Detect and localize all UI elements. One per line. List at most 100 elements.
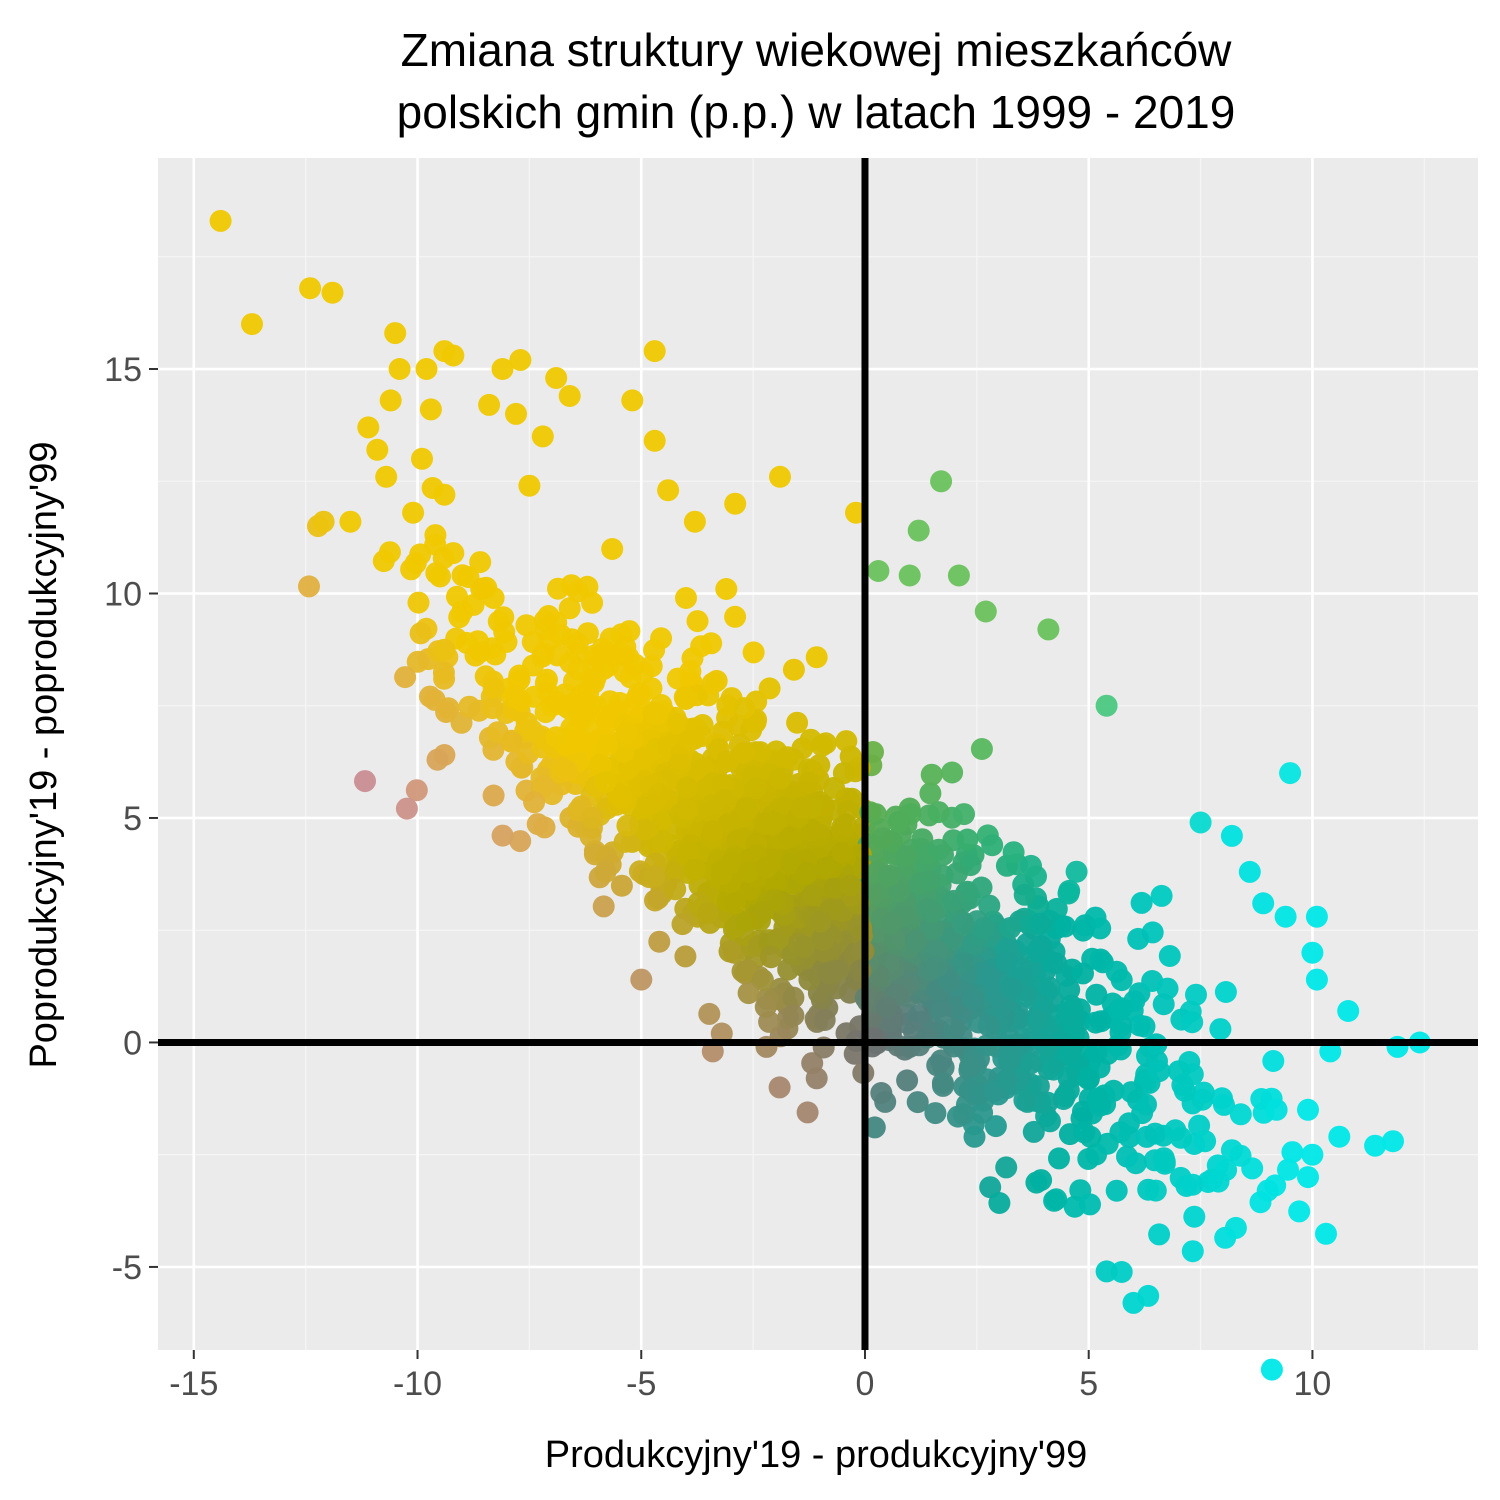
x-axis-title: Produkcyjny'19 - produkcyjny'99 (545, 1434, 1088, 1476)
data-point (755, 856, 778, 879)
data-point (241, 313, 263, 336)
data-point (762, 813, 785, 836)
data-point (664, 861, 687, 883)
data-point (1085, 983, 1108, 1006)
data-point (958, 1056, 981, 1078)
data-point (481, 697, 504, 720)
data-point (354, 770, 376, 793)
data-point (406, 650, 429, 673)
data-point (998, 1049, 1021, 1072)
data-point (786, 711, 809, 734)
data-point (1297, 1098, 1319, 1121)
data-point (999, 977, 1022, 1000)
data-point (667, 713, 690, 736)
data-point (1045, 1188, 1068, 1211)
data-point (643, 865, 666, 888)
data-point (409, 543, 432, 566)
data-point (429, 565, 451, 588)
data-point (657, 479, 680, 502)
data-point (984, 1115, 1007, 1138)
data-point (698, 1002, 721, 1025)
data-point (1124, 1152, 1147, 1175)
data-point (321, 281, 344, 304)
data-point (1297, 1166, 1319, 1189)
data-point (643, 340, 666, 363)
data-point (1039, 1110, 1061, 1133)
data-point (1181, 1011, 1204, 1034)
data-point (594, 860, 617, 883)
data-point (995, 1068, 1018, 1091)
data-point (1328, 1125, 1351, 1148)
data-point (760, 946, 782, 969)
data-point (630, 968, 653, 991)
data-point (633, 818, 656, 841)
data-point (735, 796, 758, 819)
data-point (1274, 905, 1297, 928)
data-point (701, 820, 724, 843)
data-point (630, 682, 653, 705)
data-point (1085, 1040, 1108, 1063)
data-point (482, 587, 505, 609)
data-point (1095, 1260, 1118, 1283)
data-point (388, 358, 411, 380)
data-point (712, 720, 734, 743)
data-point (1037, 618, 1060, 641)
data-point (918, 869, 941, 892)
y-axis-title: Poprodukcyjny'19 - poprodukcyjny'99 (23, 441, 65, 1068)
data-point (536, 668, 558, 691)
data-point (624, 653, 647, 676)
data-point (938, 969, 961, 992)
data-point (642, 702, 665, 725)
data-point (952, 952, 975, 975)
data-point (870, 1082, 893, 1104)
data-point (963, 1125, 986, 1148)
data-point (867, 560, 890, 582)
data-point (1288, 1200, 1311, 1223)
data-point (299, 277, 322, 300)
data-point (1095, 694, 1118, 717)
data-point (1183, 1205, 1206, 1228)
data-point (509, 349, 532, 371)
data-point (1030, 1169, 1053, 1192)
data-point (1089, 948, 1112, 971)
data-point (809, 910, 832, 933)
data-point (927, 801, 950, 824)
data-point (1158, 945, 1181, 967)
data-point (500, 730, 523, 753)
data-point (1260, 1358, 1283, 1381)
data-point (1207, 1170, 1230, 1193)
y-tick-label: 15 (104, 351, 142, 389)
data-point (594, 771, 617, 794)
data-point (366, 438, 389, 461)
data-point (1002, 841, 1025, 864)
data-point (1171, 1074, 1194, 1096)
data-point (547, 577, 569, 600)
data-point (1181, 1173, 1204, 1196)
data-points (209, 209, 1431, 1381)
data-point (744, 777, 767, 800)
data-point (616, 814, 639, 837)
data-point (1120, 1081, 1143, 1104)
data-point (930, 1049, 953, 1072)
data-point (596, 734, 619, 757)
data-point (372, 550, 395, 573)
data-point (469, 640, 492, 663)
data-point (925, 955, 948, 978)
data-point (1220, 824, 1243, 847)
data-point (531, 645, 554, 668)
data-point (523, 791, 546, 814)
data-point (492, 606, 515, 629)
data-point (505, 402, 527, 425)
data-point (758, 677, 781, 700)
data-point (1079, 1193, 1101, 1216)
data-point (906, 1091, 929, 1114)
data-point (1364, 1134, 1387, 1157)
data-point (1019, 1052, 1042, 1075)
data-point (1305, 968, 1328, 991)
data-point (767, 927, 790, 950)
data-point (972, 917, 995, 940)
data-point (671, 913, 694, 936)
data-point (978, 966, 1001, 988)
chart-title-line-2: polskich gmin (p.p.) w latach 1999 - 201… (397, 86, 1236, 138)
